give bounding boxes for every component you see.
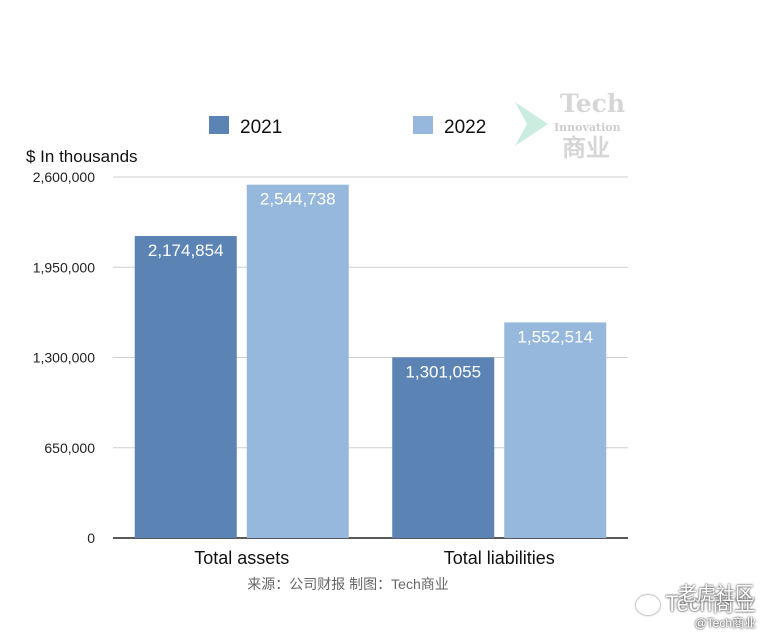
data-label: 1,552,514: [517, 327, 593, 346]
data-label: 1,301,055: [405, 362, 481, 381]
legend-swatch-2021: [209, 116, 229, 134]
bar-2022-0: [246, 184, 349, 538]
y-axis-ticks: 0 650,000 1,300,000 1,950,000 2,600,000: [33, 169, 96, 546]
data-labels: 2,174,854 2,544,738 1,301,055 1,552,514: [148, 190, 593, 382]
x-category-label: Total liabilities: [444, 548, 555, 568]
y-tick-label: 1,950,000: [33, 259, 95, 275]
x-category-label: Total assets: [194, 548, 289, 568]
y-tick-label: 2,600,000: [33, 169, 95, 185]
watermark-arrow-icon: [515, 102, 548, 146]
legend-label-2022: 2022: [444, 117, 486, 138]
legend: 2021 2022: [209, 116, 486, 138]
account-row: Tech商业: [635, 591, 756, 616]
account-badge: Tech商业 @Tech商业: [635, 591, 756, 630]
bar-2021-1: [392, 357, 495, 538]
account-handle: @Tech商业: [694, 616, 756, 630]
wechat-icon: [635, 595, 660, 616]
watermark-logo: Tech Innovation 商业: [515, 89, 625, 162]
bars: [134, 184, 607, 538]
y-tick-label: 1,300,000: [33, 350, 95, 366]
data-label: 2,544,738: [260, 190, 336, 209]
community-watermark: 老虎社区: [677, 584, 754, 605]
watermark-line1: Tech: [560, 89, 625, 118]
data-label: 2,174,854: [148, 241, 224, 260]
account-name: Tech商业: [665, 591, 756, 616]
x-axis-categories: Total assets Total liabilities: [194, 548, 555, 568]
watermark-line2: Innovation: [554, 121, 621, 134]
y-axis-unit-label: $ In thousands: [26, 147, 138, 166]
watermark-line3: 商业: [562, 133, 610, 162]
y-tick-label: 650,000: [44, 440, 95, 456]
y-tick-label: 0: [87, 530, 95, 546]
bar-2021-0: [134, 236, 237, 538]
legend-swatch-2022: [413, 116, 433, 134]
source-note: 来源：公司财报 制图：Tech商业: [247, 576, 448, 592]
bar-2022-1: [504, 322, 607, 538]
legend-label-2021: 2021: [240, 117, 282, 138]
